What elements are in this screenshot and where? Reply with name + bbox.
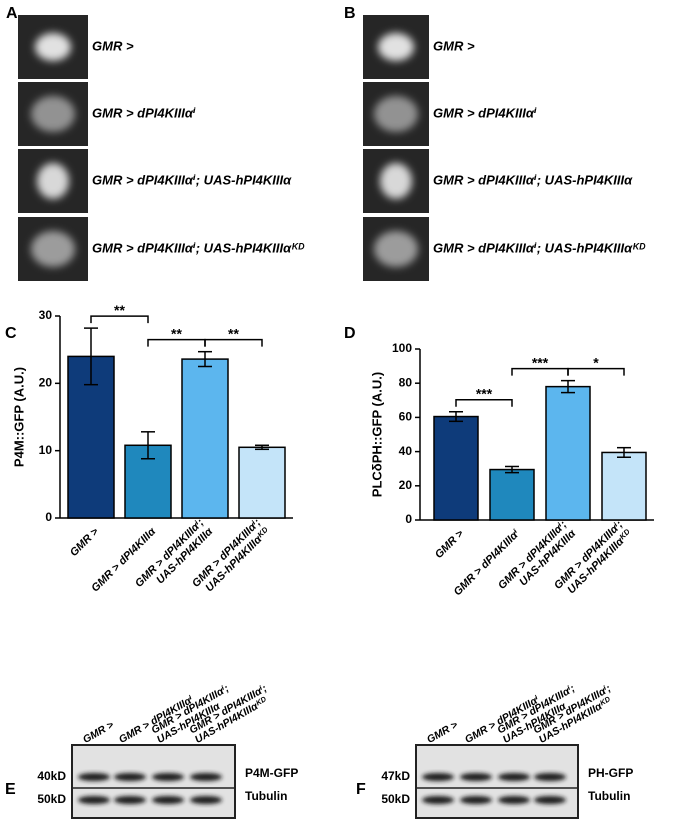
- eye-signal: [31, 231, 75, 267]
- band-protein: Tubulin: [245, 789, 287, 803]
- band-size: 50kD: [37, 792, 66, 806]
- panel-label: F: [356, 781, 366, 798]
- lane-label: GMR >: [81, 719, 116, 746]
- bar: [124, 444, 172, 519]
- bar: [181, 358, 229, 519]
- panel-label: C: [5, 325, 17, 342]
- y-axis-label: PLCδPH::GFP (A.U.): [369, 372, 384, 497]
- eye-signal: [374, 231, 418, 267]
- significance-label: ***: [532, 354, 549, 370]
- y-tick-label: 60: [399, 410, 413, 424]
- band-protein: Tubulin: [588, 789, 630, 803]
- band-protein: P4M-GFP: [245, 766, 298, 780]
- genotype-label: GMR > dPI4KIIIαⁱ; UAS-hPI4KIIIα: [433, 172, 633, 187]
- bar: [545, 385, 591, 521]
- blot: [71, 744, 236, 819]
- band: [534, 773, 566, 781]
- x-tick-label: GMR >: [433, 527, 467, 561]
- error-bar: [198, 350, 212, 368]
- significance-bracket: [455, 399, 513, 407]
- band-protein: PH-GFP: [588, 766, 633, 780]
- bar: [601, 451, 647, 521]
- y-tick-label: 0: [45, 510, 52, 524]
- band: [78, 796, 110, 804]
- y-tick-label: 100: [392, 341, 412, 355]
- y-tick-label: 20: [399, 478, 413, 492]
- eye-signal: [37, 163, 69, 199]
- significance-label: *: [593, 354, 599, 370]
- eye-signal: [378, 33, 414, 61]
- panel-label: A: [6, 5, 18, 22]
- bar: [238, 446, 286, 519]
- y-axis-label: P4M::GFP (A.U.): [11, 367, 26, 467]
- eye-signal: [35, 33, 71, 61]
- panel-label: E: [5, 781, 16, 798]
- band: [460, 796, 492, 804]
- band: [422, 773, 454, 781]
- error-bar: [505, 465, 519, 474]
- band: [78, 773, 110, 781]
- band: [114, 773, 146, 781]
- band: [152, 796, 184, 804]
- band-size: 50kD: [381, 792, 410, 806]
- error-bar: [84, 327, 98, 386]
- error-bar: [141, 431, 155, 460]
- y-tick-label: 30: [39, 308, 53, 322]
- error-bar: [449, 411, 463, 423]
- significance-label: **: [171, 325, 182, 341]
- lane-label: GMR >: [425, 719, 460, 746]
- error-bar: [617, 446, 631, 458]
- significance-bracket: [567, 367, 625, 376]
- eye-signal: [31, 96, 75, 132]
- band: [498, 773, 530, 781]
- genotype-label: GMR > dPI4KIIIαⁱ; UAS-hPI4KIIIαᴷᴰ: [433, 240, 646, 255]
- x-tick-label: GMR >: [68, 525, 102, 559]
- genotype-label: GMR > dPI4KIIIαⁱ: [92, 105, 196, 120]
- eye-signal: [380, 163, 412, 199]
- significance-label: **: [114, 302, 125, 318]
- eye-signal: [374, 96, 418, 132]
- significance-label: **: [228, 325, 239, 341]
- panel-label: D: [344, 325, 356, 342]
- bar: [489, 468, 535, 521]
- y-tick-label: 80: [399, 375, 413, 389]
- significance-bracket: [204, 338, 263, 347]
- band: [152, 773, 184, 781]
- band: [422, 796, 454, 804]
- genotype-label: GMR > dPI4KIIIαⁱ; UAS-hPI4KIIIαᴷᴰ: [92, 240, 305, 255]
- band: [498, 796, 530, 804]
- y-tick-label: 0: [405, 512, 412, 526]
- genotype-label: GMR > dPI4KIIIαⁱ; UAS-hPI4KIIIα: [92, 172, 292, 187]
- y-tick-label: 10: [39, 443, 53, 457]
- panel-label: B: [344, 5, 356, 22]
- band: [190, 773, 222, 781]
- significance-bracket: [90, 315, 149, 324]
- bar: [433, 415, 479, 521]
- blot: [415, 744, 579, 819]
- band-size: 47kD: [381, 769, 410, 783]
- band: [114, 796, 146, 804]
- error-bar: [561, 379, 575, 394]
- genotype-label: GMR >: [433, 38, 475, 53]
- band: [190, 796, 222, 804]
- error-bar: [255, 444, 269, 451]
- genotype-label: GMR >: [92, 38, 134, 53]
- band: [534, 796, 566, 804]
- genotype-label: GMR > dPI4KIIIαⁱ: [433, 105, 537, 120]
- band: [460, 773, 492, 781]
- y-tick-label: 40: [399, 444, 413, 458]
- significance-label: ***: [476, 385, 493, 401]
- y-tick-label: 20: [39, 376, 53, 390]
- band-size: 40kD: [37, 769, 66, 783]
